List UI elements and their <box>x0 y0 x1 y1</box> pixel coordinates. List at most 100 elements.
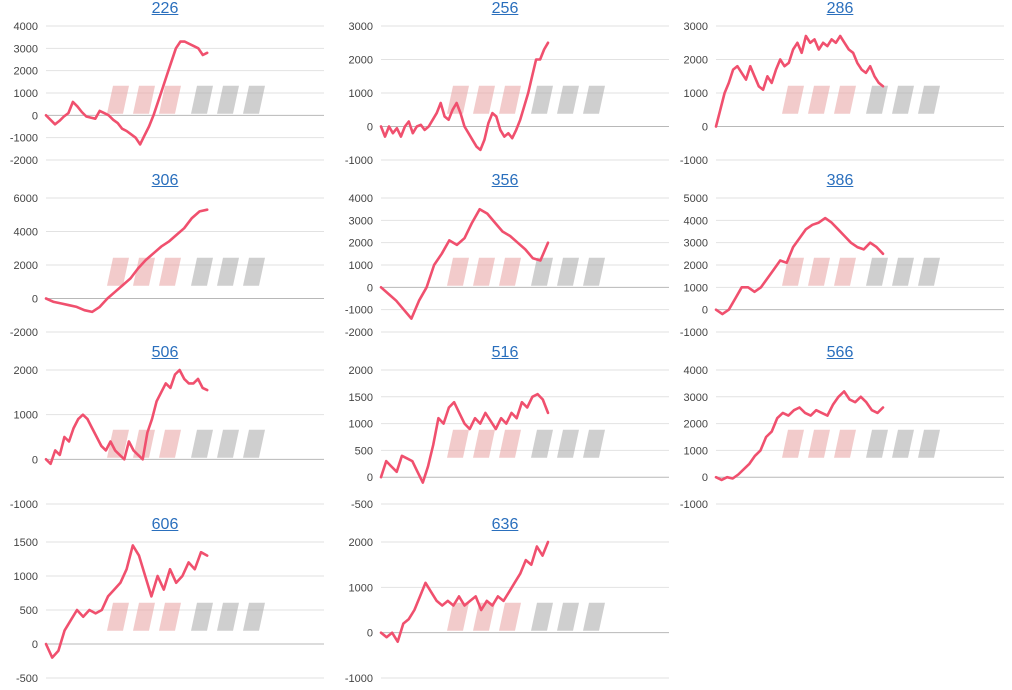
watermark-glyph <box>133 602 155 631</box>
y-tick-label: 0 <box>32 294 38 306</box>
y-tick-label: -1000 <box>345 305 373 317</box>
y-tick-label: 2000 <box>349 55 373 67</box>
watermark-glyph <box>191 257 213 286</box>
chart-title[interactable]: 256 <box>491 0 519 17</box>
chart-title[interactable]: 506 <box>151 344 179 361</box>
watermark-glyph <box>159 85 181 114</box>
watermark-glyph <box>834 429 856 458</box>
chart-title[interactable]: 356 <box>491 172 519 189</box>
watermark-glyph <box>191 429 213 458</box>
y-tick-label: 1000 <box>14 88 38 100</box>
y-tick-label: 1000 <box>684 88 708 100</box>
watermark-glyph <box>191 602 213 631</box>
chart-title[interactable]: 306 <box>151 172 179 189</box>
watermark-glyph <box>782 85 804 114</box>
watermark-glyph <box>866 85 888 114</box>
y-tick-label: -1000 <box>10 499 38 511</box>
y-tick-label: 1000 <box>684 282 708 294</box>
watermark-glyph <box>808 257 830 286</box>
y-tick-label: 0 <box>367 628 373 640</box>
chart-title[interactable]: 566 <box>826 344 854 361</box>
series-line <box>44 368 209 466</box>
watermark-glyph <box>583 257 605 286</box>
chart-panel-356: 356 4000 3000 2000 1000 0 -1000 -2000 <box>335 172 675 342</box>
watermark-logo <box>782 85 940 114</box>
series-line <box>44 544 209 659</box>
watermark-logo <box>782 257 940 286</box>
y-tick-label: 3000 <box>349 215 373 227</box>
chart-title[interactable]: 226 <box>151 0 179 17</box>
chart-panel-286: 286 3000 2000 1000 0 -1000 <box>670 0 1010 170</box>
watermark-glyph <box>191 85 213 114</box>
chart-svg: 2000 1000 0 -1000 <box>10 365 324 511</box>
chart-title[interactable]: 286 <box>826 0 854 17</box>
y-tick-label: 0 <box>367 472 373 484</box>
watermark-glyph <box>447 429 469 458</box>
watermark-glyph <box>557 602 579 631</box>
watermark-glyph <box>866 429 888 458</box>
watermark-glyph <box>499 85 521 114</box>
watermark-glyph <box>159 602 181 631</box>
watermark-glyph <box>583 429 605 458</box>
series-line <box>44 208 209 314</box>
watermark-glyph <box>892 85 914 114</box>
y-tick-label: 4000 <box>14 227 38 239</box>
y-tick-label: 3000 <box>349 21 373 33</box>
watermark-glyph <box>107 257 129 286</box>
watermark-glyph <box>531 429 553 458</box>
y-tick-label: 1000 <box>349 88 373 100</box>
watermark-glyph <box>808 429 830 458</box>
series-line <box>379 540 550 643</box>
watermark-glyph <box>217 429 239 458</box>
watermark-glyph <box>583 602 605 631</box>
watermark-glyph <box>217 257 239 286</box>
y-tick-label: 1000 <box>349 582 373 594</box>
watermark-glyph <box>133 429 155 458</box>
chart-title[interactable]: 516 <box>491 344 519 361</box>
chart-panel-226: 226 4000 3000 2000 1000 0 -1000 -2000 <box>0 0 330 170</box>
watermark-glyph <box>531 602 553 631</box>
y-tick-label: 0 <box>32 454 38 466</box>
y-tick-label: -1000 <box>345 155 373 167</box>
series-line <box>714 34 885 128</box>
y-tick-label: 3000 <box>14 43 38 55</box>
watermark-glyph <box>159 257 181 286</box>
chart-svg: 4000 3000 2000 1000 0 -1000 -2000 <box>345 193 669 339</box>
series-line <box>44 40 209 146</box>
watermark-glyph <box>557 85 579 114</box>
y-tick-label: 1000 <box>349 419 373 431</box>
chart-title[interactable]: 606 <box>151 516 179 533</box>
series-line <box>379 207 550 320</box>
watermark-glyph <box>107 85 129 114</box>
watermark-logo <box>447 602 605 631</box>
watermark-glyph <box>834 85 856 114</box>
y-tick-label: -1000 <box>680 499 708 511</box>
watermark-glyph <box>557 429 579 458</box>
y-tick-label: -1000 <box>680 155 708 167</box>
watermark-glyph <box>243 85 265 114</box>
watermark-glyph <box>217 602 239 631</box>
y-tick-label: 2000 <box>349 537 373 549</box>
y-tick-label: 1000 <box>349 260 373 272</box>
y-tick-label: 500 <box>355 445 373 457</box>
y-tick-label: 4000 <box>684 365 708 377</box>
watermark-glyph <box>782 257 804 286</box>
y-tick-label: -1000 <box>345 673 373 685</box>
y-tick-label: 0 <box>702 305 708 317</box>
watermark-glyph <box>447 257 469 286</box>
chart-title[interactable]: 386 <box>826 172 854 189</box>
chart-panel-636: 636 2000 1000 0 -1000 <box>335 516 675 688</box>
chart-title[interactable]: 636 <box>491 516 519 533</box>
watermark-glyph <box>447 85 469 114</box>
y-tick-label: 3000 <box>684 21 708 33</box>
chart-svg: 6000 4000 2000 0 -2000 <box>10 193 324 339</box>
watermark-logo <box>447 257 605 286</box>
chart-svg: 2000 1500 1000 500 0 -500 <box>349 365 669 511</box>
watermark-glyph <box>892 257 914 286</box>
y-tick-label: 3000 <box>684 238 708 250</box>
watermark-glyph <box>107 602 129 631</box>
y-tick-label: 4000 <box>14 21 38 33</box>
watermark-glyph <box>499 429 521 458</box>
chart-panel-606: 606 1500 1000 500 0 -500 <box>0 516 330 688</box>
y-tick-label: -2000 <box>345 327 373 339</box>
